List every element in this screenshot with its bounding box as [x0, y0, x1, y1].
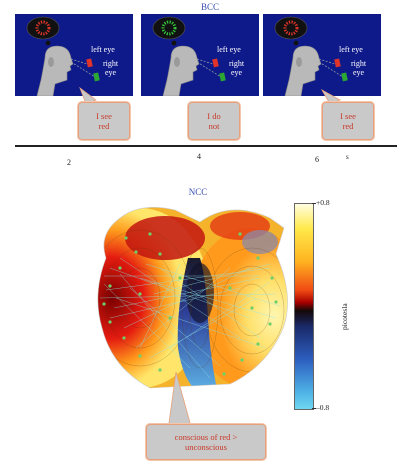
- left-eye-label: left eye: [339, 45, 363, 54]
- callout-panel-2: I do not: [188, 102, 240, 140]
- callout-line-1: I see: [340, 111, 356, 121]
- right-eye-label-1: right: [229, 59, 245, 68]
- time-tick-label: 2: [67, 158, 71, 167]
- callout-line-1: I do: [207, 111, 221, 121]
- callout-panel-3: I see red: [322, 102, 374, 140]
- ncc-title: NCC: [188, 187, 208, 197]
- right-eye-label-2: eye: [105, 68, 117, 77]
- observer-illustration-3: [274, 16, 348, 96]
- callout-line-2: red: [98, 121, 110, 131]
- right-eye-label-2: eye: [231, 68, 243, 77]
- right-eye-label-2: eye: [353, 68, 365, 77]
- colorbar-axis-label: picotesla: [340, 303, 349, 330]
- time-unit-label: s: [346, 153, 349, 161]
- colorbar-min-label: –0.8: [316, 403, 330, 412]
- callout-panel-1: I see red: [78, 102, 130, 140]
- observer-illustration-1: [26, 16, 100, 96]
- colorbar-max-label: +0.8: [316, 198, 330, 207]
- callout-line-1: I see: [96, 111, 112, 121]
- time-tick-label: 4: [197, 152, 201, 161]
- left-eye-label: left eye: [217, 45, 241, 54]
- callout-line-2: not: [208, 121, 220, 131]
- ncc-callout: conscious of red > unconscious: [146, 424, 266, 460]
- left-eye-label: left eye: [91, 45, 115, 54]
- bcc-panel-3: left eye right eye: [263, 14, 381, 96]
- right-eye-label-1: right: [351, 59, 367, 68]
- ncc-callout-line-1: conscious of red >: [174, 432, 238, 442]
- colorbar-tick-top: [312, 203, 316, 204]
- colorbar-tick-bottom: [312, 408, 316, 409]
- time-tick-label: 6: [315, 155, 319, 164]
- bcc-title: BCC: [200, 2, 219, 12]
- brain-topography-map: [97, 207, 288, 389]
- colorbar: [294, 203, 314, 410]
- bcc-panel-2: left eye right eye: [141, 14, 259, 96]
- time-axis-line: [15, 145, 397, 147]
- right-eye-label-1: right: [103, 59, 119, 68]
- bcc-panel-1: left eye right eye: [15, 14, 133, 96]
- callout-line-2: red: [342, 121, 354, 131]
- observer-illustration-2: [152, 16, 226, 96]
- ncc-callout-line-2: unconscious: [184, 442, 227, 452]
